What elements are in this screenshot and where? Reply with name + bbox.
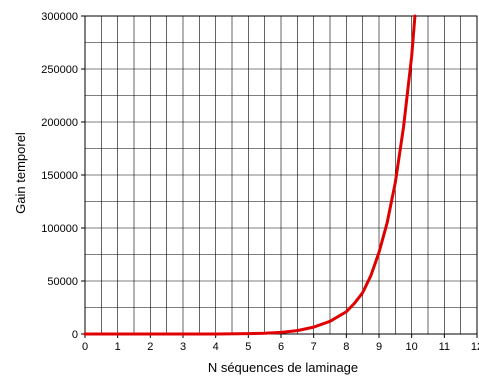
x-tick-label: 3 — [180, 341, 186, 353]
x-axis-title: N séquences de laminage — [208, 360, 358, 375]
y-tick-label: 300000 — [41, 11, 78, 23]
series-line — [83, 14, 417, 336]
ticks: 0123456789101112050000100000150000200000… — [41, 11, 479, 353]
x-tick-label: 7 — [311, 341, 317, 353]
x-tick-label: 2 — [147, 341, 153, 353]
x-tick-label: 8 — [343, 341, 349, 353]
x-tick-label: 12 — [471, 341, 479, 353]
x-tick-label: 4 — [213, 341, 219, 353]
y-tick-label: 50000 — [47, 276, 78, 288]
y-tick-label: 100000 — [41, 223, 78, 235]
x-tick-label: 11 — [439, 341, 450, 353]
y-tick-label: 200000 — [41, 117, 78, 129]
x-tick-label: 6 — [278, 341, 284, 353]
x-tick-label: 5 — [245, 341, 251, 353]
grid — [84, 15, 478, 335]
y-tick-label: 250000 — [41, 64, 78, 76]
y-tick-label: 0 — [72, 329, 78, 341]
y-axis-title: Gain temporel — [13, 132, 28, 214]
x-tick-label: 10 — [406, 341, 418, 353]
x-tick-label: 1 — [115, 341, 121, 353]
y-tick-label: 150000 — [41, 170, 78, 182]
x-tick-label: 0 — [82, 341, 88, 353]
x-tick-label: 9 — [376, 341, 382, 353]
series — [83, 14, 417, 336]
